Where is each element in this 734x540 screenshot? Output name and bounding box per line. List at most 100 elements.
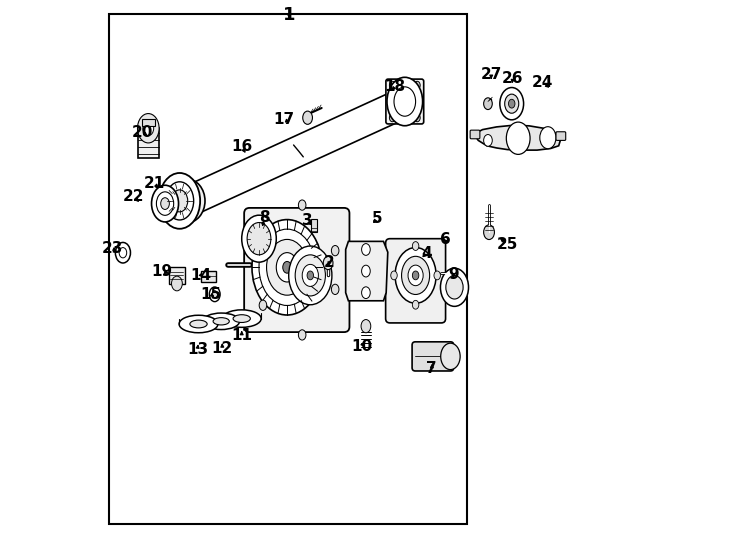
Ellipse shape [484, 98, 493, 110]
Bar [142, 119, 155, 126]
Ellipse shape [288, 246, 332, 305]
Text: 6: 6 [440, 232, 451, 247]
Ellipse shape [115, 242, 131, 263]
Ellipse shape [283, 261, 291, 273]
Ellipse shape [179, 315, 218, 333]
FancyBboxPatch shape [470, 130, 480, 139]
Ellipse shape [299, 330, 306, 340]
Ellipse shape [413, 300, 419, 309]
Ellipse shape [252, 220, 322, 315]
Text: 24: 24 [532, 75, 553, 90]
Text: 23: 23 [101, 241, 123, 256]
Ellipse shape [190, 320, 207, 328]
FancyBboxPatch shape [386, 79, 424, 124]
Text: 15: 15 [200, 287, 221, 302]
Ellipse shape [241, 215, 276, 262]
Ellipse shape [434, 271, 440, 280]
Ellipse shape [539, 127, 556, 148]
Ellipse shape [259, 230, 266, 240]
Ellipse shape [394, 87, 415, 116]
Ellipse shape [143, 121, 153, 136]
Ellipse shape [440, 268, 468, 306]
Ellipse shape [440, 343, 460, 369]
Polygon shape [474, 125, 560, 150]
Ellipse shape [484, 225, 495, 240]
Ellipse shape [390, 114, 396, 122]
Ellipse shape [331, 284, 339, 294]
Ellipse shape [137, 113, 159, 143]
Ellipse shape [361, 320, 371, 333]
FancyBboxPatch shape [385, 239, 446, 323]
Text: 13: 13 [187, 342, 208, 357]
Polygon shape [346, 241, 388, 301]
Ellipse shape [166, 182, 194, 220]
Text: 25: 25 [497, 237, 518, 252]
Text: 14: 14 [191, 268, 212, 283]
Ellipse shape [276, 253, 298, 282]
Ellipse shape [500, 87, 523, 120]
Ellipse shape [161, 198, 170, 210]
Ellipse shape [299, 200, 306, 210]
Ellipse shape [172, 276, 182, 291]
Ellipse shape [259, 300, 266, 310]
Text: 20: 20 [132, 125, 153, 140]
Ellipse shape [390, 271, 397, 280]
Text: 26: 26 [502, 71, 523, 86]
Text: 27: 27 [481, 67, 502, 82]
Ellipse shape [172, 190, 188, 212]
Text: 21: 21 [144, 176, 165, 191]
Ellipse shape [247, 222, 271, 255]
Ellipse shape [295, 255, 325, 296]
Text: 5: 5 [371, 211, 382, 226]
Ellipse shape [159, 173, 200, 229]
Ellipse shape [362, 287, 370, 299]
Bar [109, 14, 467, 524]
Text: 7: 7 [426, 361, 437, 376]
Ellipse shape [362, 244, 370, 255]
Ellipse shape [222, 310, 261, 327]
Ellipse shape [413, 241, 419, 251]
Ellipse shape [151, 185, 178, 222]
Ellipse shape [209, 287, 220, 302]
Text: 18: 18 [385, 79, 406, 94]
Text: 17: 17 [273, 112, 294, 127]
Ellipse shape [414, 82, 420, 89]
Bar [311, 219, 317, 232]
Ellipse shape [401, 256, 429, 294]
FancyBboxPatch shape [412, 342, 454, 371]
Ellipse shape [212, 291, 217, 298]
Bar [137, 128, 159, 158]
Ellipse shape [302, 265, 319, 286]
Text: 11: 11 [231, 328, 252, 343]
Text: 12: 12 [211, 341, 233, 356]
Text: 16: 16 [231, 139, 252, 154]
FancyBboxPatch shape [244, 208, 349, 332]
Ellipse shape [168, 179, 205, 223]
Ellipse shape [307, 271, 313, 280]
FancyBboxPatch shape [556, 132, 566, 140]
Bar [201, 271, 217, 282]
Ellipse shape [119, 247, 127, 258]
Text: 22: 22 [123, 189, 145, 204]
Text: 1: 1 [283, 6, 296, 24]
Polygon shape [168, 90, 408, 221]
Ellipse shape [362, 265, 370, 277]
Text: 4: 4 [421, 246, 432, 261]
Ellipse shape [156, 192, 174, 215]
Ellipse shape [509, 99, 515, 108]
Text: 10: 10 [351, 339, 372, 354]
Ellipse shape [484, 134, 493, 146]
Ellipse shape [414, 114, 420, 122]
Ellipse shape [395, 247, 436, 303]
Ellipse shape [233, 315, 250, 322]
Ellipse shape [331, 246, 339, 256]
Text: 9: 9 [448, 267, 459, 282]
Ellipse shape [413, 271, 419, 280]
Text: 3: 3 [302, 213, 313, 228]
Ellipse shape [259, 229, 315, 306]
Ellipse shape [302, 111, 313, 124]
Ellipse shape [446, 275, 463, 299]
Text: 19: 19 [151, 264, 172, 279]
Text: 2: 2 [324, 255, 335, 271]
Ellipse shape [266, 239, 308, 295]
